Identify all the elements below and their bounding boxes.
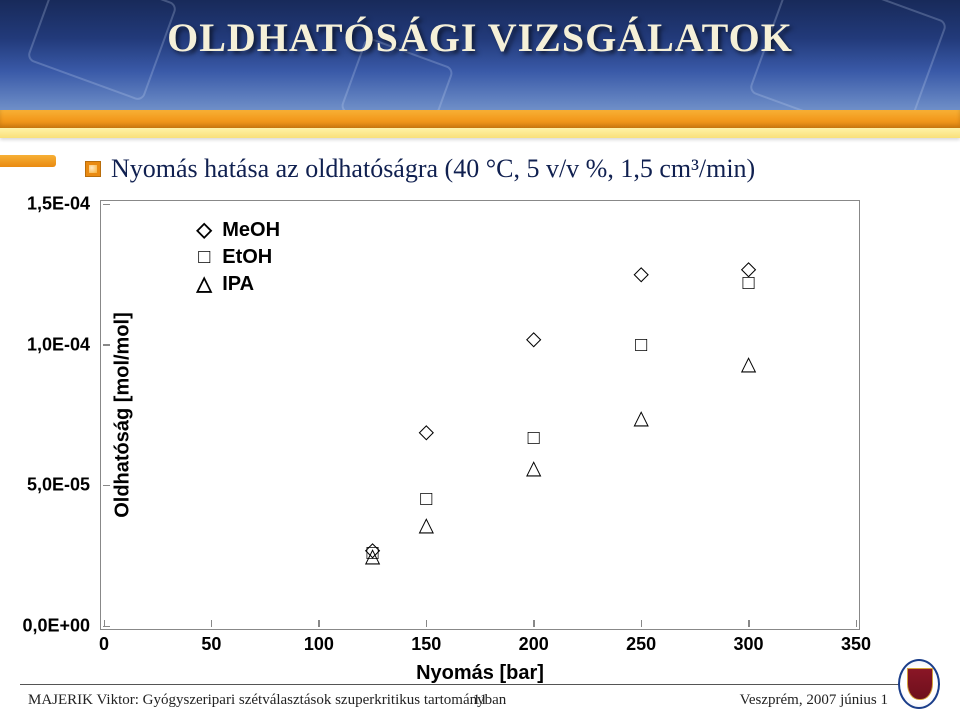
subtitle-row: Nyomás hatása az oldhatóságra (40 °C, 5 … [85,154,755,184]
y-tick-mark [103,204,110,206]
data-point: ◇ [419,422,434,442]
x-tick-label: 150 [411,634,441,655]
y-tick-mark [103,344,110,346]
data-point: □ [420,489,432,509]
x-tick-mark [641,620,643,627]
footer-page: 11 [473,692,487,709]
university-crest-icon [898,659,940,709]
y-tick-label: 1,5E-04 [27,194,90,215]
x-tick-label: 0 [99,634,109,655]
legend-item: ◇ MeOH [194,217,280,244]
legend-marker-icon: ◇ [194,220,214,240]
data-point: □ [528,428,540,448]
x-tick-mark [211,620,213,627]
y-axis-label: Oldhatóság [mol/mol] [111,312,134,518]
legend: ◇ MeOH □ EtOH △ IPA [194,217,280,298]
legend-item: □ EtOH [194,244,280,271]
legend-item: △ IPA [194,271,280,298]
x-tick-label: 350 [841,634,871,655]
data-point: △ [633,408,648,428]
chart-area: Oldhatóság [mol/mol] Nyomás [bar] ◇MeOH□… [100,200,860,630]
plot-region: Oldhatóság [mol/mol] Nyomás [bar] ◇MeOH□… [104,204,856,626]
bullet-icon [85,161,101,177]
data-point: ◇ [633,264,648,284]
y-tick-label: 5,0E-05 [27,475,90,496]
y-tick-label: 0,0E+00 [22,616,90,637]
x-tick-label: 100 [304,634,334,655]
subtitle-text: Nyomás hatása az oldhatóságra (40 °C, 5 … [111,154,755,184]
slide: OLDHATÓSÁGI VIZSGÁLATOK Nyomás hatása az… [0,0,960,717]
data-point: ◇ [526,329,541,349]
data-point: □ [743,273,755,293]
x-tick-label: 300 [734,634,764,655]
x-tick-label: 250 [626,634,656,655]
footer-left: MAJERIK Viktor: Gyógyszeripari szétválas… [28,692,506,709]
x-tick-mark [533,620,535,627]
data-point: □ [635,335,647,355]
footer-right: Veszprém, 2007 június 1 [740,692,888,709]
x-tick-mark [748,620,750,627]
x-tick-mark [426,620,428,627]
data-point: △ [419,515,434,535]
footer: MAJERIK Viktor: Gyógyszeripari szétválas… [0,659,960,709]
page-title: OLDHATÓSÁGI VIZSGÁLATOK [0,14,960,61]
legend-label: MeOH [222,217,280,244]
footer-right-group: Veszprém, 2007 június 1 [740,659,940,709]
y-tick-label: 1,0E-04 [27,334,90,355]
legend-marker-icon: △ [194,274,214,294]
x-tick-label: 50 [201,634,221,655]
legend-marker-icon: □ [194,247,214,267]
header-stripe-yellow [0,128,960,138]
data-point: △ [365,546,380,566]
x-tick-mark [318,620,320,627]
y-tick-mark [103,485,110,487]
legend-label: IPA [222,271,254,298]
data-point: △ [526,458,541,478]
x-tick-mark [104,620,106,627]
x-tick-mark [856,620,858,627]
legend-label: EtOH [222,244,272,271]
header-stripe-orange [0,110,960,128]
data-point: △ [741,354,756,374]
header-stripe-small [0,155,56,167]
x-tick-label: 200 [519,634,549,655]
